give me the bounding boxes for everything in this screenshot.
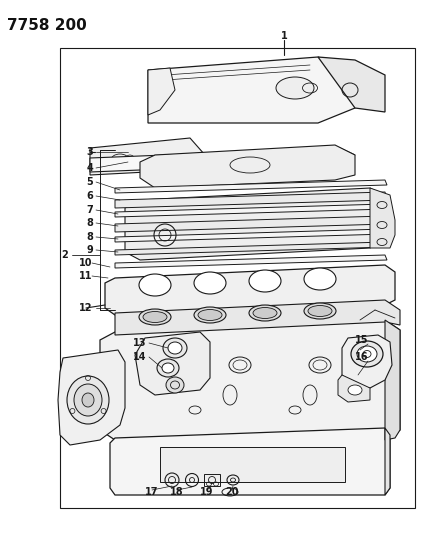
Ellipse shape	[194, 272, 226, 294]
Text: 13: 13	[133, 338, 147, 348]
Text: 5: 5	[86, 177, 93, 187]
Polygon shape	[105, 265, 395, 315]
Polygon shape	[115, 255, 387, 268]
Ellipse shape	[304, 303, 336, 319]
Polygon shape	[385, 428, 390, 495]
Ellipse shape	[304, 268, 336, 290]
Text: 8: 8	[86, 232, 93, 242]
Text: 7758 200: 7758 200	[7, 18, 87, 33]
Polygon shape	[110, 428, 390, 495]
Text: 9: 9	[86, 245, 93, 255]
Polygon shape	[318, 57, 385, 112]
Text: 18: 18	[170, 487, 184, 497]
Polygon shape	[385, 320, 400, 440]
Ellipse shape	[249, 270, 281, 292]
Polygon shape	[115, 300, 400, 335]
Polygon shape	[148, 68, 175, 115]
Text: 7: 7	[86, 205, 93, 215]
Polygon shape	[115, 229, 387, 242]
Polygon shape	[342, 335, 392, 388]
Text: 11: 11	[79, 271, 93, 281]
Polygon shape	[115, 204, 387, 217]
Polygon shape	[148, 57, 355, 123]
Polygon shape	[370, 188, 395, 248]
Polygon shape	[90, 138, 205, 175]
Ellipse shape	[276, 77, 314, 99]
Ellipse shape	[348, 385, 362, 395]
Polygon shape	[140, 145, 355, 188]
Ellipse shape	[351, 341, 383, 367]
Ellipse shape	[143, 311, 167, 322]
Ellipse shape	[253, 308, 277, 319]
Ellipse shape	[308, 305, 332, 317]
Ellipse shape	[198, 310, 222, 320]
Ellipse shape	[162, 363, 174, 373]
Ellipse shape	[139, 274, 171, 296]
Ellipse shape	[168, 342, 182, 354]
Polygon shape	[338, 375, 370, 402]
Text: 1: 1	[281, 31, 287, 41]
Ellipse shape	[166, 377, 184, 393]
Text: 6: 6	[86, 191, 93, 201]
Polygon shape	[100, 320, 400, 440]
Ellipse shape	[163, 338, 187, 358]
Polygon shape	[135, 332, 210, 395]
Text: 19: 19	[200, 487, 214, 497]
Polygon shape	[125, 188, 385, 260]
Text: 12: 12	[79, 303, 93, 313]
Ellipse shape	[194, 307, 226, 323]
Text: 3: 3	[86, 147, 93, 157]
Text: 10: 10	[79, 258, 93, 268]
Ellipse shape	[249, 305, 281, 321]
Ellipse shape	[357, 346, 377, 362]
Text: 14: 14	[133, 352, 147, 362]
Polygon shape	[115, 216, 387, 232]
Polygon shape	[115, 242, 387, 255]
Bar	[204, 474, 220, 486]
Text: 20: 20	[225, 487, 239, 497]
Polygon shape	[90, 148, 355, 172]
Text: 16: 16	[354, 352, 368, 362]
Ellipse shape	[82, 393, 94, 407]
Ellipse shape	[157, 359, 179, 377]
Polygon shape	[115, 180, 387, 193]
Text: 17: 17	[145, 487, 159, 497]
Text: 15: 15	[354, 335, 368, 345]
Polygon shape	[115, 192, 387, 208]
Bar	[60, 48, 415, 508]
Ellipse shape	[139, 309, 171, 325]
Text: 4: 4	[86, 163, 93, 173]
Polygon shape	[58, 350, 125, 445]
Text: 2: 2	[62, 250, 68, 260]
Ellipse shape	[67, 376, 109, 424]
Bar	[160, 447, 345, 482]
Text: 8: 8	[86, 218, 93, 228]
Ellipse shape	[74, 384, 102, 416]
